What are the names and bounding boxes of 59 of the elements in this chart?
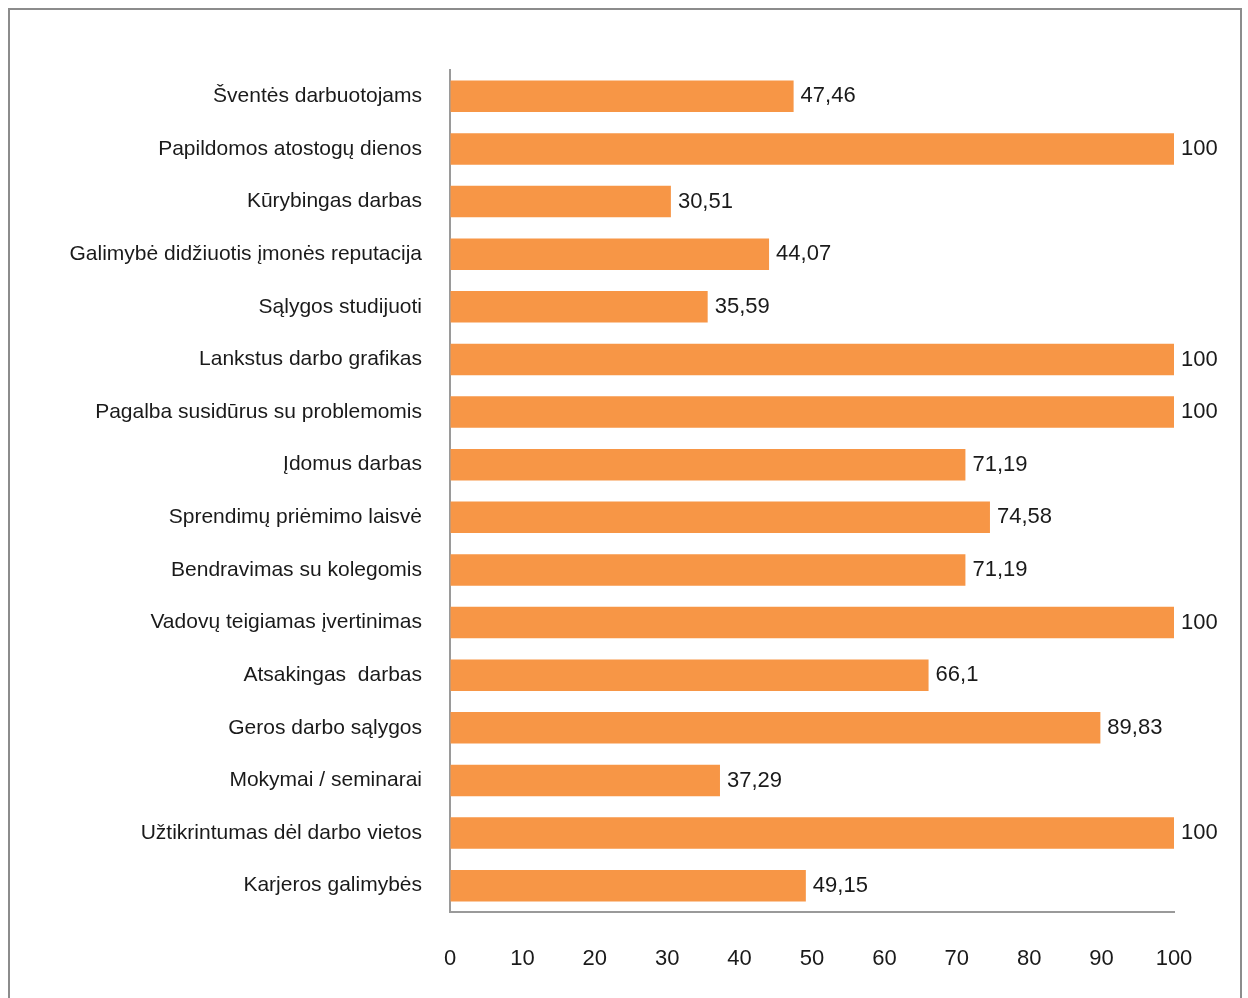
y-tick-label: Karjeros galimybės <box>243 872 422 896</box>
y-tick-label: Šventės darbuotojams <box>213 83 422 107</box>
data-label: 44,07 <box>776 240 832 266</box>
data-label: 66,1 <box>935 661 979 687</box>
data-label: 74,58 <box>996 503 1053 529</box>
x-tick-label: 90 <box>1089 945 1114 971</box>
bar <box>450 80 794 113</box>
bar <box>450 185 671 218</box>
data-label: 49,15 <box>812 871 868 897</box>
y-tick-label: Užtikrintumas dėl darbo vietos <box>140 819 422 843</box>
y-tick-label: Galimybė didžiuotis įmonės reputacija <box>69 240 423 264</box>
data-label: 37,29 <box>726 766 783 792</box>
x-tick-label: 100 <box>1155 945 1193 971</box>
y-tick-label: Sąlygos studijuoti <box>258 293 422 317</box>
bar <box>450 659 929 691</box>
bar <box>450 238 770 270</box>
data-label: 100 <box>1181 345 1218 371</box>
x-tick-label: 60 <box>872 945 897 971</box>
data-label: 71,19 <box>972 556 1028 581</box>
bar <box>450 396 1174 428</box>
bar <box>450 343 1174 376</box>
y-tick-label: Geros darbo sąlygos <box>228 714 422 738</box>
y-tick-label: Bendravimas su kolegomis <box>171 556 422 580</box>
x-tick-label: 30 <box>654 945 680 971</box>
y-tick-label: Mokymai / seminarai <box>229 767 422 791</box>
bar <box>450 448 966 481</box>
bar <box>450 501 990 534</box>
bar <box>450 817 1174 849</box>
data-label: 100 <box>1181 819 1218 845</box>
y-tick-label: Sprendimų priėmimo laisvė <box>168 504 422 528</box>
x-tick-label: 10 <box>510 945 535 971</box>
bar <box>450 133 1174 165</box>
data-label: 100 <box>1181 398 1218 424</box>
y-tick-label: Įdomus darbas <box>283 451 422 475</box>
x-tick-label: 70 <box>944 945 970 971</box>
data-label: 100 <box>1181 135 1218 160</box>
x-tick-label: 20 <box>582 945 608 971</box>
data-label: 71,19 <box>972 450 1028 476</box>
x-tick-label: 50 <box>799 945 825 971</box>
bar <box>450 606 1174 639</box>
bar <box>450 869 806 902</box>
x-tick-label: 0 <box>443 945 457 971</box>
y-tick-label: Pagalba susidūrus su problemomis <box>95 398 422 422</box>
y-tick-label: Papildomos atostogų dienos <box>158 135 422 159</box>
data-label: 89,83 <box>1107 713 1163 739</box>
y-tick-label: Kūrybingas darbas <box>246 188 422 212</box>
data-label: 100 <box>1181 608 1218 634</box>
data-label: 30,51 <box>677 187 733 213</box>
bar <box>450 764 720 797</box>
bar <box>450 554 966 586</box>
y-tick-label: Lankstus darbo grafikas <box>199 346 422 370</box>
y-tick-label: Atsakingas darbas <box>243 661 422 685</box>
data-label: 35,59 <box>714 292 770 318</box>
bar <box>450 712 1101 744</box>
x-tick-label: 80 <box>1016 945 1042 971</box>
data-label: 47,46 <box>800 82 856 108</box>
y-tick-label: Vadovų teigiamas įvertinimas <box>150 609 422 633</box>
x-tick-label: 40 <box>727 945 752 971</box>
bar <box>450 291 708 323</box>
